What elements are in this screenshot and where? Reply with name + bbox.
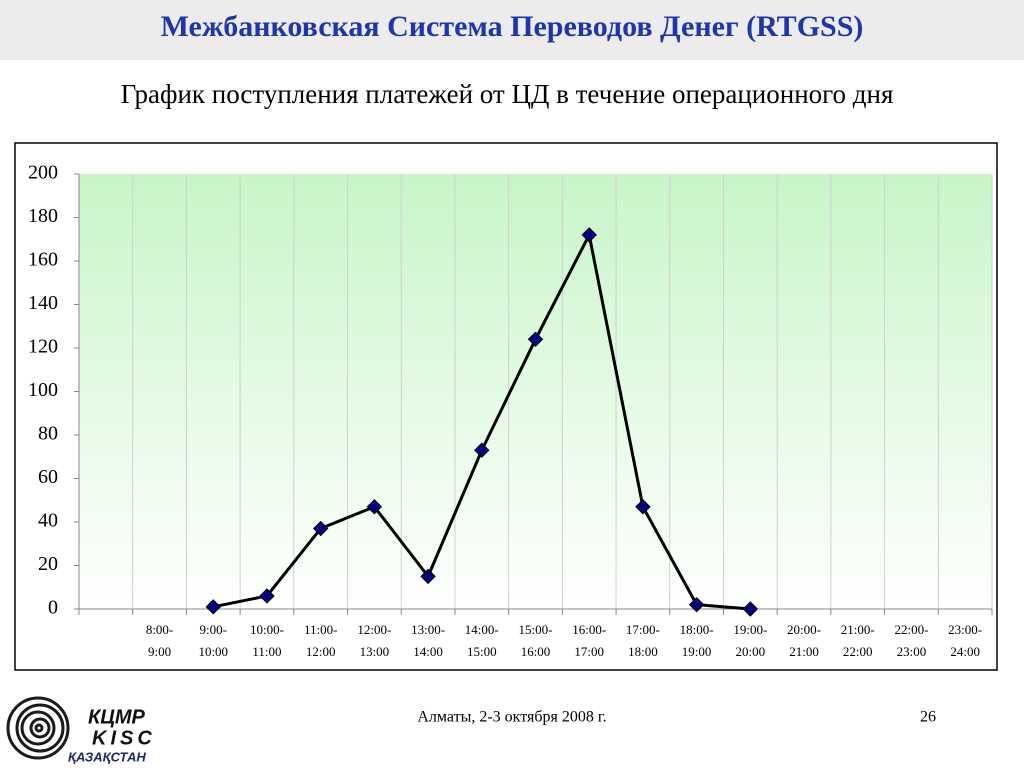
y-tick-label: 60 bbox=[38, 466, 58, 488]
data-point bbox=[259, 588, 275, 604]
data-point bbox=[635, 499, 651, 515]
slide-title: Межбанковская Система Переводов Денег (R… bbox=[161, 10, 864, 43]
data-point bbox=[366, 499, 383, 515]
footer-place: Алматы, 2-3 октября 2008 г. bbox=[417, 709, 606, 726]
y-tick-label: 160 bbox=[28, 249, 58, 271]
x-tick-label: 15:00-16:00 bbox=[518, 622, 553, 659]
plot-area bbox=[79, 174, 992, 609]
logo-text: КЦМР bbox=[88, 706, 146, 728]
x-tick-label: 8:00-9:00 bbox=[145, 622, 174, 659]
x-tick-label: 22:00-23:00 bbox=[894, 622, 929, 659]
x-tick-label: 20:00-21:00 bbox=[787, 622, 821, 659]
x-tick-label: 11:00-12:00 bbox=[303, 622, 338, 659]
header-band bbox=[0, 0, 1024, 60]
logo-text: ҚАЗАҚСТАН bbox=[68, 749, 146, 764]
chart-title: График поступления платежей от ЦД в тече… bbox=[121, 79, 894, 109]
logo bbox=[6, 696, 70, 760]
y-tick-label: 0 bbox=[48, 597, 58, 619]
y-tick-label: 20 bbox=[38, 553, 58, 575]
x-tick-label: 17:00-18:00 bbox=[625, 622, 660, 659]
y-tick-label: 80 bbox=[38, 423, 58, 445]
x-tick-label: 9:00-10:00 bbox=[198, 622, 229, 659]
data-point bbox=[581, 227, 597, 243]
x-tick-label: 16:00-17:00 bbox=[572, 622, 607, 659]
x-tick-label: 19:00-20:00 bbox=[733, 622, 768, 659]
x-tick-label: 10:00-11:00 bbox=[249, 622, 284, 659]
data-point bbox=[527, 331, 544, 348]
x-tick-label: 13:00-14:00 bbox=[411, 622, 446, 659]
data-point bbox=[474, 442, 490, 458]
data-point bbox=[420, 568, 436, 585]
y-tick-label: 120 bbox=[28, 336, 58, 358]
y-tick-label: 100 bbox=[28, 379, 58, 401]
y-tick-label: 140 bbox=[28, 292, 58, 314]
data-point bbox=[205, 599, 221, 615]
x-tick-label: 23:00-24:00 bbox=[948, 622, 983, 659]
y-tick-label: 180 bbox=[28, 205, 58, 227]
data-point bbox=[742, 601, 759, 617]
x-tick-label: 12:00-13:00 bbox=[357, 622, 392, 659]
data-point bbox=[312, 520, 329, 537]
y-tick-label: 40 bbox=[38, 510, 58, 532]
data-point bbox=[688, 596, 705, 613]
x-tick-label: 18:00-19:00 bbox=[679, 622, 714, 659]
x-tick-label: 21:00-22:00 bbox=[840, 622, 875, 659]
y-tick-label: 200 bbox=[28, 162, 58, 184]
x-tick-label: 14:00-15:00 bbox=[464, 622, 499, 659]
page-number: 26 bbox=[920, 709, 936, 726]
logo-text: KISC bbox=[92, 727, 156, 749]
